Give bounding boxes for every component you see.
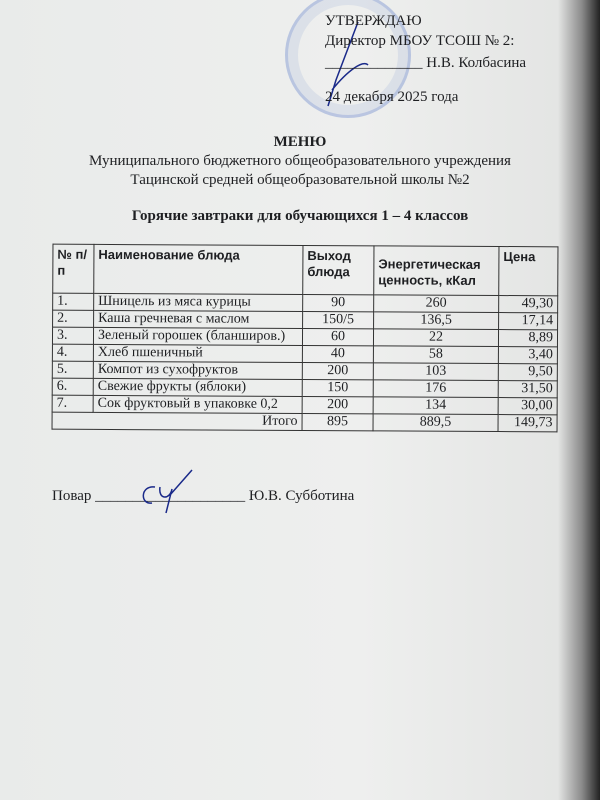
menu-table: № п/п Наименование блюда Выход блюда Эне… (52, 244, 559, 433)
dish-yield: 200 (302, 362, 374, 380)
document-title: МЕНЮ (273, 134, 327, 150)
col-energy: Энергетическая ценность, кКал (373, 245, 499, 296)
dish-energy: 176 (373, 379, 499, 398)
director-signature (327, 21, 369, 107)
table-total-row: Итого 895 889,5 149,73 (52, 412, 558, 432)
institution-line-1: Муниципального бюджетного общеобразовате… (89, 153, 511, 169)
table-row: 1. Шницель из мяса курицы 90 260 49,30 (52, 293, 558, 313)
table-row: 5. Компот из сухофруктов 200 103 9,50 (52, 361, 558, 381)
dish-name: Компот из сухофруктов (93, 361, 303, 380)
dish-energy: 134 (373, 396, 499, 415)
table-header: № п/п Наименование блюда Выход блюда Эне… (52, 244, 558, 296)
official-stamp (285, 0, 411, 118)
cook-signature (142, 469, 193, 514)
dish-name: Каша гречневая с маслом (93, 310, 303, 329)
dish-price: 3,40 (498, 346, 558, 364)
dish-energy: 260 (373, 294, 499, 313)
dish-yield: 150 (302, 379, 374, 397)
dish-energy: 58 (373, 345, 499, 364)
row-number: 5. (52, 361, 94, 379)
approval-position: Директор МБОУ ТСОШ № 2: (325, 33, 515, 49)
dish-price: 49,30 (498, 295, 558, 313)
dish-price: 17,14 (498, 312, 558, 330)
col-number: № п/п (52, 244, 94, 294)
total-price: 149,73 (498, 414, 558, 432)
row-number: 6. (52, 378, 94, 396)
total-energy: 889,5 (373, 413, 499, 432)
dish-name: Хлеб пшеничный (93, 344, 303, 363)
row-number: 2. (52, 310, 94, 328)
approval-signature-line: _____________ Н.В. Колбасина (325, 55, 527, 71)
row-number: 4. (52, 344, 94, 362)
approval-date: 24 декабря 2025 года (325, 89, 459, 105)
cook-label: Повар (52, 488, 92, 504)
row-number: 3. (52, 327, 94, 345)
table-row: 3. Зеленый горошек (бланширов.) 60 22 8,89 (52, 327, 558, 347)
dish-name: Сок фруктовый в упаковке 0,2 (93, 395, 303, 414)
dish-energy: 22 (373, 328, 499, 347)
dish-yield: 200 (302, 396, 374, 414)
row-number: 1. (52, 293, 94, 311)
approval-title: УТВЕРЖДАЮ (325, 13, 422, 29)
table-row: 4. Хлеб пшеничный 40 58 3,40 (52, 344, 558, 364)
cook-signature-block: Повар ____________________ Ю.В. Субботин… (52, 488, 354, 505)
col-yield: Выход блюда (302, 245, 374, 295)
cook-name: Ю.В. Субботина (248, 488, 355, 504)
col-dish: Наименование блюда (93, 244, 303, 295)
dish-energy: 136,5 (373, 311, 499, 330)
col-price: Цена (498, 246, 558, 296)
dish-yield: 90 (302, 294, 374, 312)
institution-line-2: Тацинской средней общеобразовательной шк… (130, 172, 470, 188)
dish-price: 31,50 (498, 380, 558, 398)
dish-yield: 60 (302, 328, 374, 346)
total-yield: 895 (302, 413, 374, 431)
dish-energy: 103 (373, 362, 499, 381)
table-row: 7. Сок фруктовый в упаковке 0,2 200 134 30,0… (52, 395, 558, 415)
dish-yield: 150/5 (302, 311, 374, 329)
table-row: 6. Свежие фрукты (яблоки) 150 176 31,50 (52, 378, 558, 398)
total-label: Итого (52, 412, 303, 431)
dish-price: 8,89 (498, 329, 558, 347)
dish-name: Свежие фрукты (яблоки) (93, 378, 303, 397)
dish-price: 9,50 (498, 363, 558, 381)
dish-price: 30,00 (498, 397, 558, 415)
row-number: 7. (52, 395, 94, 413)
table-row: 2. Каша гречневая с маслом 150/5 136,5 17,14 (52, 310, 558, 330)
menu-subtitle: Горячие завтраки для обучающихся 1 – 4 к… (131, 208, 469, 224)
dish-yield: 40 (302, 345, 374, 363)
dish-name: Шницель из мяса курицы (93, 293, 303, 312)
dish-name: Зеленый горошек (бланширов.) (93, 327, 303, 346)
